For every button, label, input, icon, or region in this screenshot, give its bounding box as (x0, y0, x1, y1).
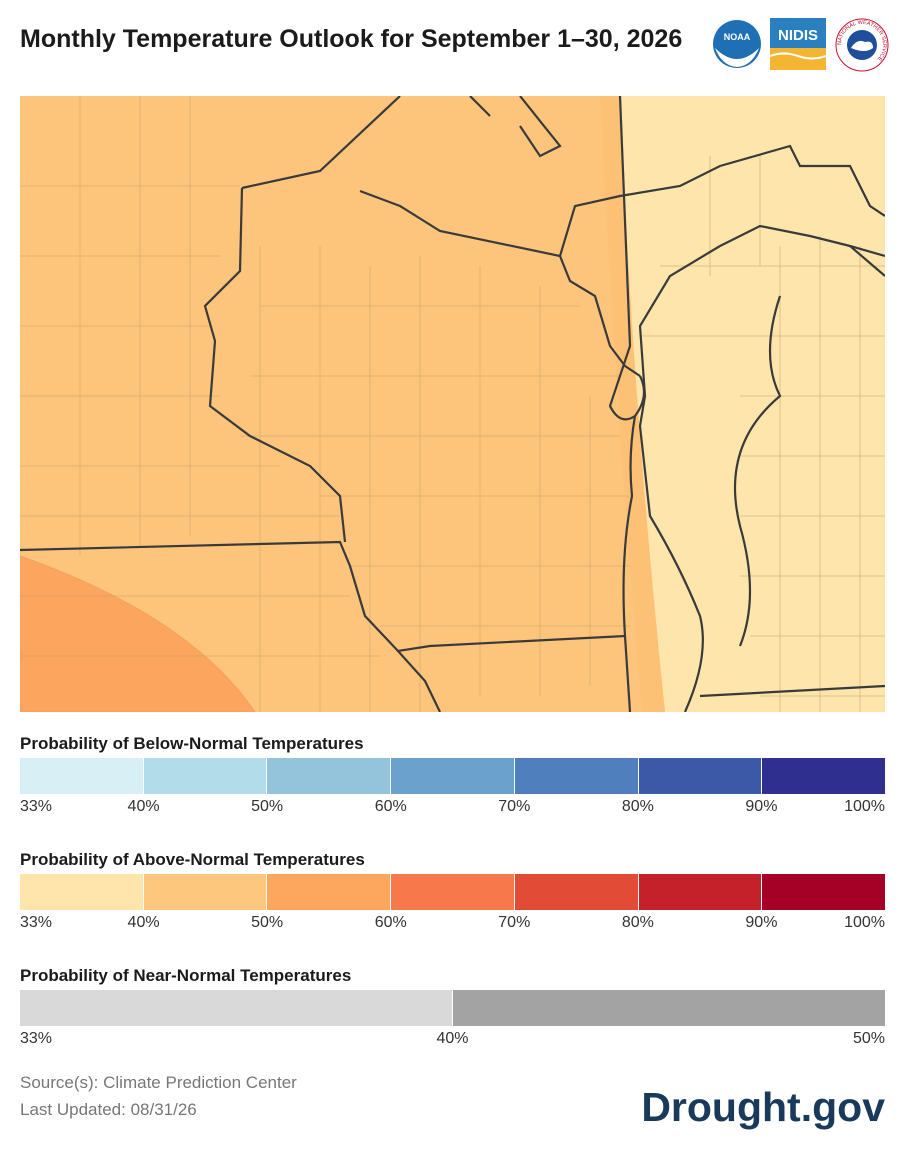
nws-logo: NATIONAL WEATHER SERVICE (835, 18, 889, 72)
legend-title: Probability of Below-Normal Temperatures (20, 734, 364, 753)
legend-swatch (267, 758, 392, 794)
nidis-logo: NIDIS (770, 18, 826, 70)
legend-label: 70% (498, 798, 531, 815)
legend-label: 100% (844, 914, 885, 931)
legend-swatch (143, 758, 268, 794)
legend-label: 70% (498, 914, 531, 931)
legend-label: 50% (251, 798, 284, 815)
brand-logo: Drought.gov (641, 1084, 885, 1130)
noaa-logo: NOAA (713, 20, 761, 68)
legend-swatch (391, 758, 515, 794)
legend-swatch (514, 874, 639, 910)
legend-title: Probability of Above-Normal Temperatures (20, 850, 365, 869)
legend-swatch (267, 874, 392, 910)
legend-swatch (391, 874, 515, 910)
legend-bar (20, 874, 886, 910)
legend-swatch (762, 874, 886, 910)
legend: Probability of Above-Normal Temperatures… (20, 850, 886, 934)
legend-bar (20, 990, 885, 1026)
legend-swatch (453, 990, 885, 1026)
legend-label: 60% (374, 914, 407, 931)
legend-label: 40% (127, 914, 160, 931)
legend-label: 60% (374, 798, 407, 815)
legend-label: 80% (621, 798, 654, 815)
legend-label: 90% (745, 798, 778, 815)
legend-swatch (20, 990, 453, 1026)
legend-labels: 33% 40% 50% 60% 70% 80% 90% 100% (20, 910, 885, 934)
outlook-map (20, 96, 885, 712)
legend-swatch (143, 874, 268, 910)
legend-label: 33% (20, 798, 53, 815)
legend-labels: 33% 40% 50% 60% 70% 80% 90% 100% (20, 794, 885, 818)
logo-text: NOAA (724, 32, 751, 42)
legend-swatch (762, 758, 886, 794)
source-text: Source(s): Climate Prediction Center (20, 1073, 297, 1092)
legend-label: 33% (20, 1030, 53, 1047)
legend-label: 40% (127, 798, 160, 815)
legend: Probability of Near-Normal Temperatures 3… (20, 966, 885, 1050)
updated-text: Last Updated: 08/31/26 (20, 1100, 197, 1119)
legend-label: 33% (20, 914, 53, 931)
legend-swatch (20, 874, 144, 910)
legend-label: 100% (844, 798, 885, 815)
legend-labels: 33% 40% 50% (20, 1026, 885, 1050)
legend-swatch (638, 874, 763, 910)
legend-bar (20, 758, 886, 794)
legend-label: 80% (621, 914, 654, 931)
legend: Probability of Below-Normal Temperatures… (20, 734, 886, 818)
logo-text: NIDIS (778, 27, 818, 44)
legend-swatch (20, 758, 144, 794)
legend-label: 90% (745, 914, 778, 931)
legend-label: 40% (436, 1030, 469, 1047)
legend-swatch (638, 758, 763, 794)
page-title: Monthly Temperature Outlook for Septembe… (20, 25, 683, 53)
legend-swatch (514, 758, 639, 794)
legend-title: Probability of Near-Normal Temperatures (20, 966, 352, 985)
legend-label: 50% (852, 1030, 885, 1047)
legend-label: 50% (251, 914, 284, 931)
